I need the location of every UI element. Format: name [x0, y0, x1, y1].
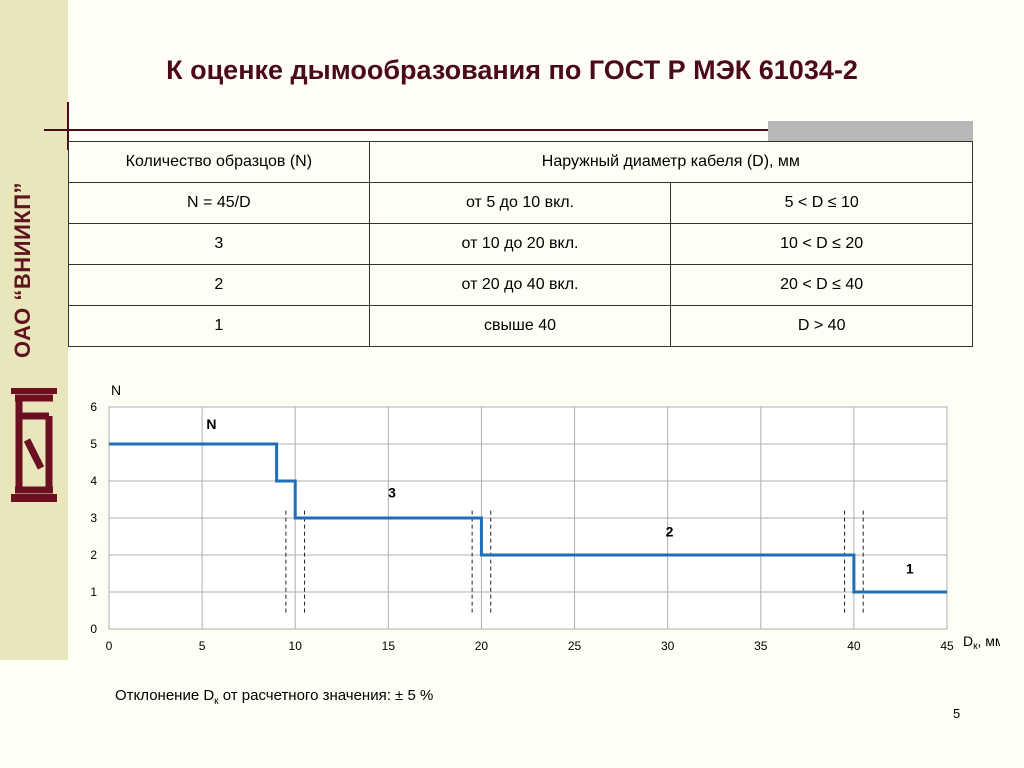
page-title: К оценке дымообразования по ГОСТ Р МЭК 6… — [166, 55, 858, 85]
x-tick-label: 15 — [382, 639, 396, 653]
table-cell: 2 — [68, 264, 370, 306]
x-axis-label: Dк, мм — [963, 633, 1000, 652]
table-header-cell: Количество образцов (N) — [68, 141, 370, 183]
table-cell: D > 40 — [670, 305, 973, 347]
x-tick-label: 45 — [940, 639, 954, 653]
deviation-note: Отклонение Dк от расчетного значения: ± … — [115, 687, 434, 707]
segment-annotation: 1 — [906, 561, 914, 577]
table-cell: 5 < D ≤ 10 — [670, 182, 973, 224]
x-tick-label: 10 — [289, 639, 303, 653]
y-tick-label: 2 — [90, 548, 97, 562]
decorative-gray-bar — [768, 121, 973, 141]
table-cell: от 10 до 20 вкл. — [368, 223, 672, 265]
segment-annotation: 3 — [388, 485, 396, 501]
table-cell: N = 45/D — [68, 182, 370, 224]
x-tick-label: 30 — [661, 639, 675, 653]
table-header-cell: Наружный диаметр кабеля (D), мм — [368, 141, 974, 183]
table-cell: 3 — [68, 223, 370, 265]
table-row: 3 от 10 до 20 вкл. 10 < D ≤ 20 — [68, 223, 973, 265]
y-tick-label: 5 — [90, 437, 97, 451]
x-tick-label: 25 — [568, 639, 582, 653]
table-row: 1 свыше 40 D > 40 — [68, 305, 973, 347]
table-row: 2 от 20 до 40 вкл. 20 < D ≤ 40 — [68, 264, 973, 306]
table-header-row: Количество образцов (N) Наружный диаметр… — [68, 141, 974, 183]
x-tick-label: 40 — [847, 639, 861, 653]
y-tick-label: 4 — [90, 474, 97, 488]
x-tick-label: 20 — [475, 639, 489, 653]
table-cell: 10 < D ≤ 20 — [670, 223, 973, 265]
y-tick-label: 3 — [90, 511, 97, 525]
y-tick-label: 0 — [90, 622, 97, 636]
company-logo-icon — [11, 388, 57, 502]
table-cell: 20 < D ≤ 40 — [670, 264, 973, 306]
table-cell: 1 — [68, 305, 370, 347]
table-cell: от 5 до 10 вкл. — [368, 182, 672, 224]
table-cell: свыше 40 — [368, 305, 672, 347]
sample-count-table: Количество образцов (N) Наружный диаметр… — [68, 141, 974, 347]
title-divider-vertical — [67, 102, 69, 150]
y-axis-label: N — [111, 382, 121, 398]
table-row: N = 45/D от 5 до 10 вкл. 5 < D ≤ 10 — [68, 182, 973, 224]
company-name: ОАО “ВНИИКП” — [10, 181, 35, 358]
segment-annotation: N — [206, 416, 216, 432]
x-tick-label: 0 — [106, 639, 113, 653]
step-series-line — [109, 442, 947, 594]
x-tick-label: 5 — [199, 639, 206, 653]
table-cell: от 20 до 40 вкл. — [368, 264, 672, 306]
y-tick-label: 1 — [90, 585, 97, 599]
page-number: 5 — [953, 706, 961, 721]
sidebar-band: ОАО “ВНИИКП” — [0, 0, 68, 660]
y-tick-label: 6 — [90, 400, 97, 414]
segment-annotation: 2 — [666, 524, 674, 540]
x-tick-label: 35 — [754, 639, 768, 653]
title-divider-horizontal — [44, 129, 768, 131]
